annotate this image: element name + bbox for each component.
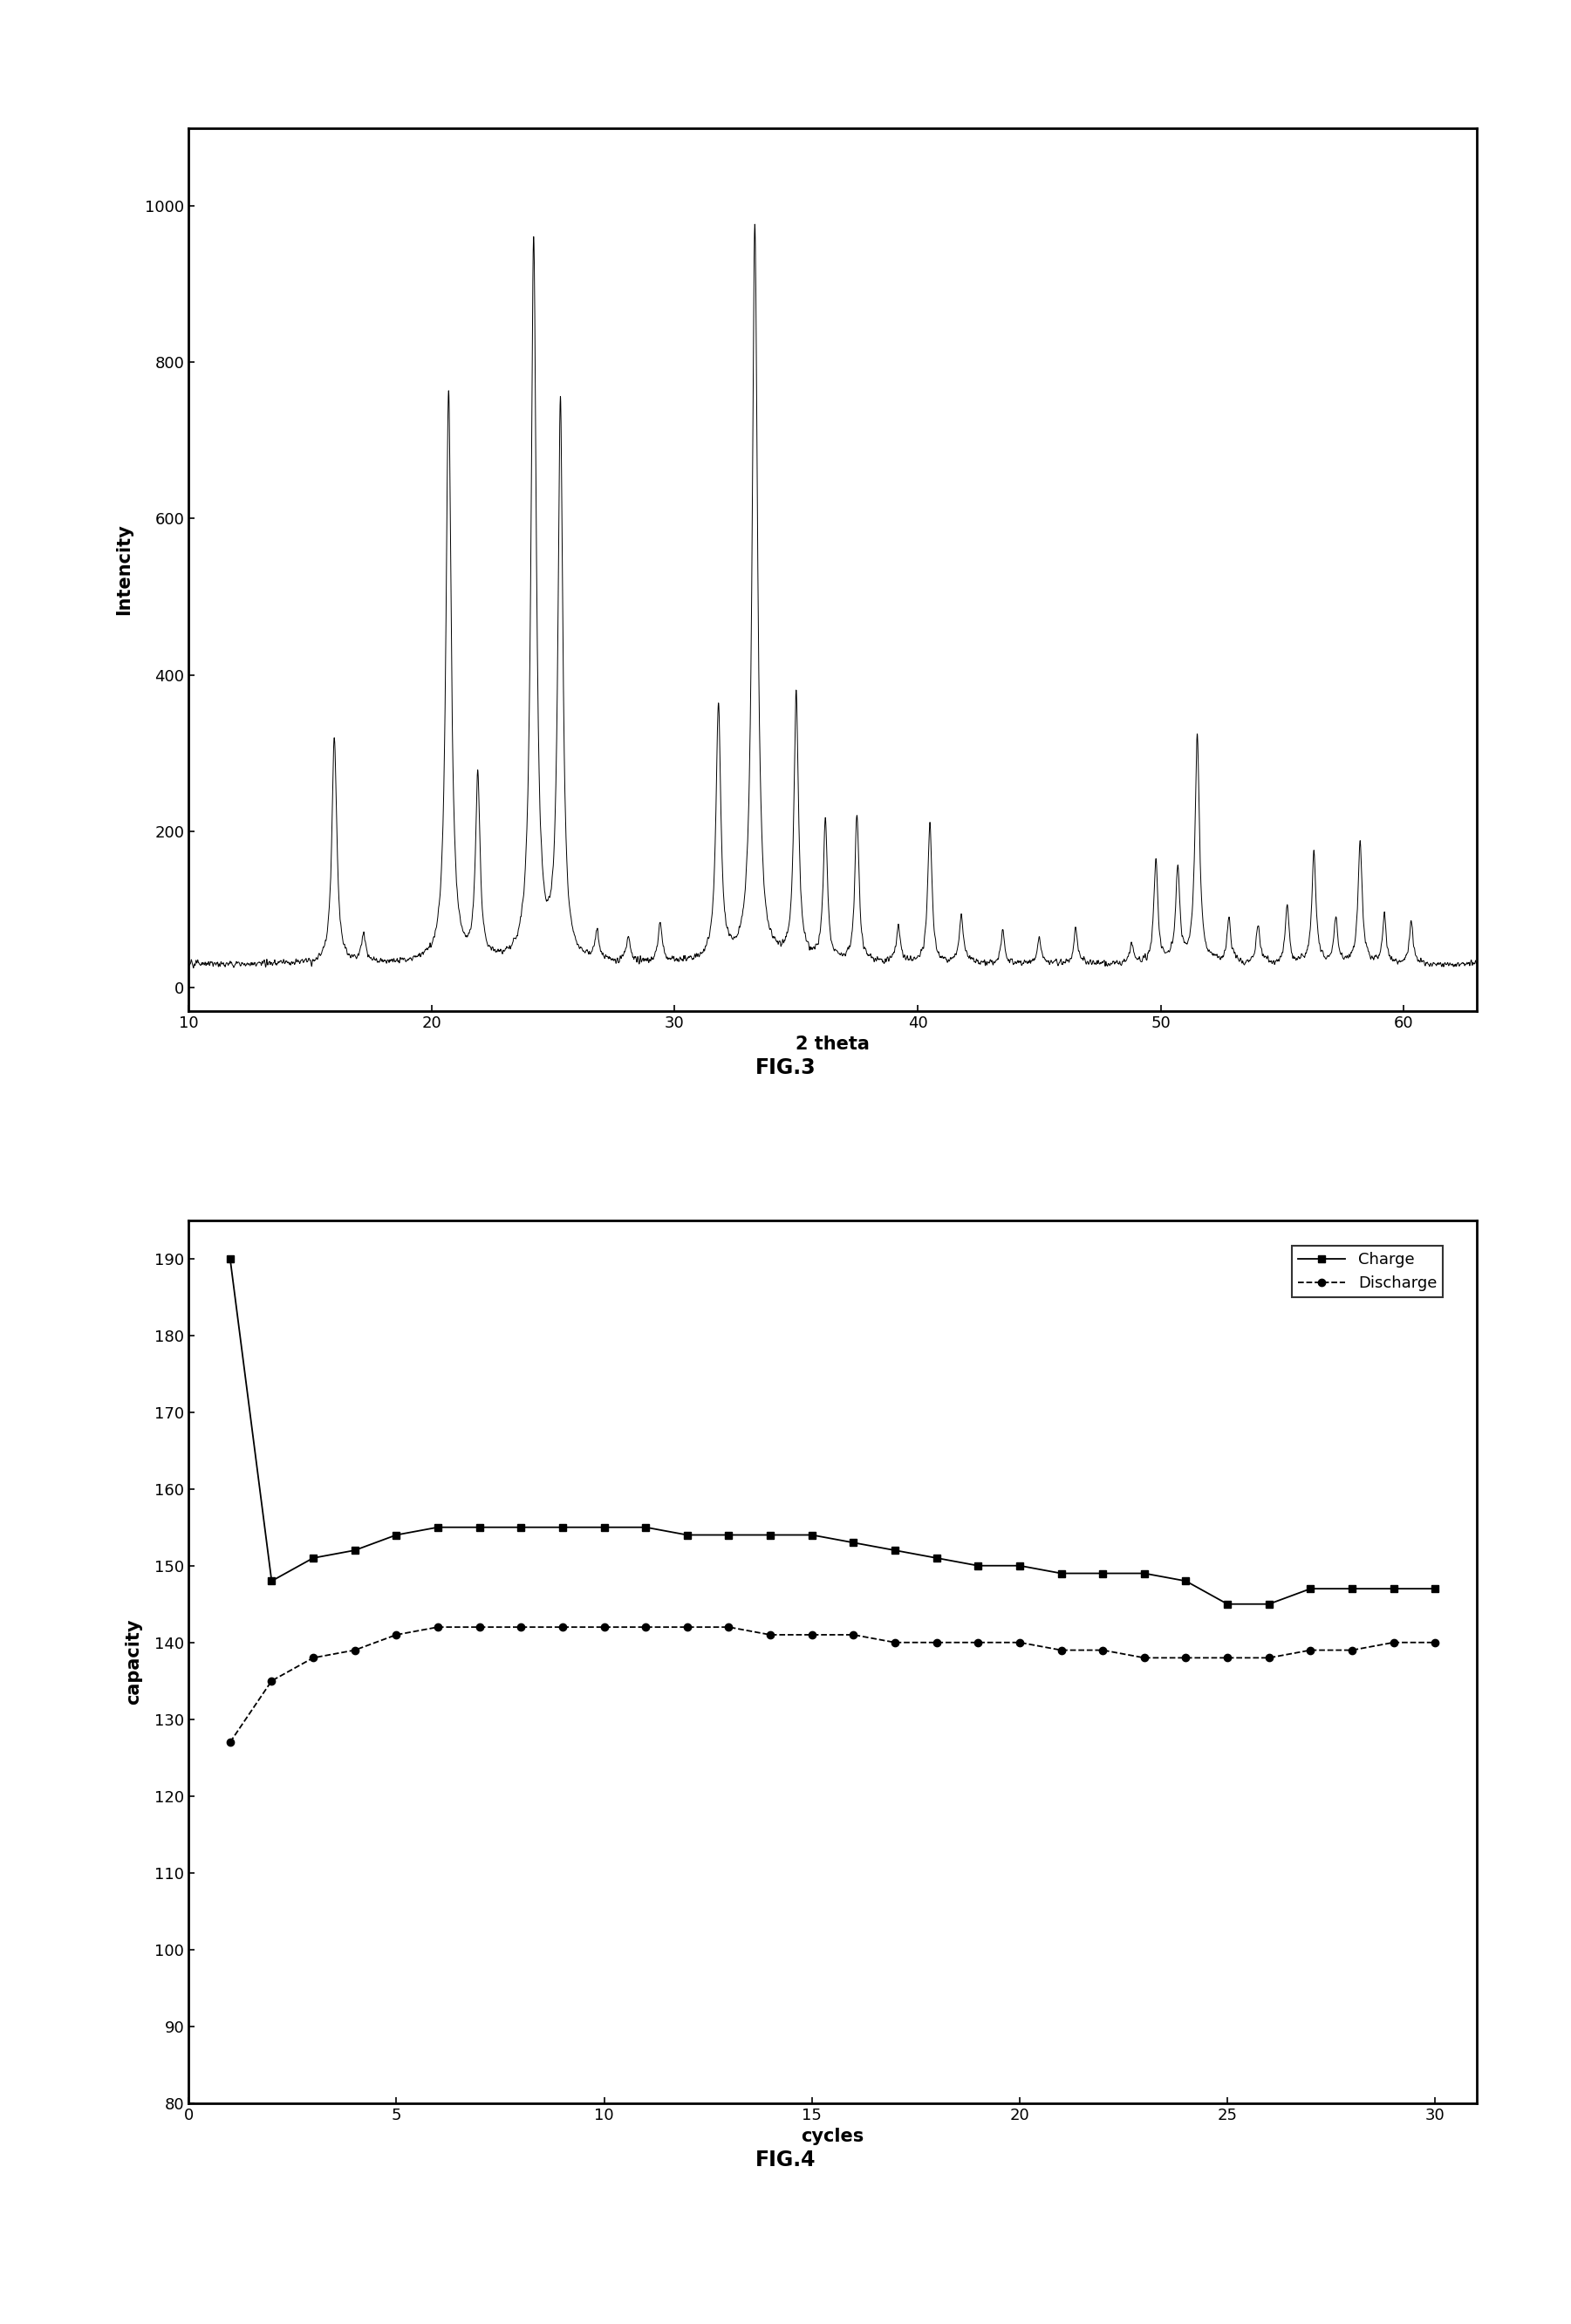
Discharge	[386, 1620, 405, 1648]
Charge	[1093, 1559, 1112, 1587]
Charge	[386, 1520, 405, 1548]
Y-axis label: Intencity: Intencity	[115, 523, 134, 616]
Discharge	[346, 1636, 364, 1664]
Charge	[927, 1543, 946, 1571]
Discharge	[553, 1613, 572, 1641]
Discharge	[303, 1643, 322, 1671]
Charge	[220, 1246, 239, 1274]
Charge	[595, 1513, 614, 1541]
Y-axis label: capacity: capacity	[126, 1620, 143, 1703]
Discharge	[595, 1613, 614, 1641]
Discharge	[969, 1629, 988, 1657]
Discharge	[220, 1729, 239, 1757]
Discharge	[262, 1666, 281, 1694]
Discharge	[803, 1620, 822, 1648]
Charge	[760, 1520, 779, 1548]
Charge	[1384, 1576, 1403, 1604]
Discharge	[1134, 1643, 1153, 1671]
Discharge	[1051, 1636, 1070, 1664]
Charge	[1218, 1590, 1236, 1618]
Line: Discharge: Discharge	[226, 1624, 1439, 1745]
Discharge	[1343, 1636, 1362, 1664]
Charge	[969, 1552, 988, 1580]
Discharge	[1093, 1636, 1112, 1664]
Charge	[429, 1513, 448, 1541]
Text: FIG.4: FIG.4	[756, 2150, 815, 2171]
Charge	[1010, 1552, 1029, 1580]
X-axis label: 2 theta: 2 theta	[795, 1037, 870, 1053]
Charge	[303, 1543, 322, 1571]
Discharge	[677, 1613, 696, 1641]
Charge	[803, 1520, 822, 1548]
Charge	[1177, 1566, 1196, 1594]
Charge	[553, 1513, 572, 1541]
Discharge	[1010, 1629, 1029, 1657]
Charge	[1343, 1576, 1362, 1604]
Discharge	[512, 1613, 531, 1641]
Charge	[886, 1536, 905, 1564]
Discharge	[844, 1620, 862, 1648]
Discharge	[1426, 1629, 1445, 1657]
Discharge	[927, 1629, 946, 1657]
Discharge	[1218, 1643, 1236, 1671]
Charge	[844, 1529, 862, 1557]
Legend: Charge, Discharge: Charge, Discharge	[1291, 1246, 1444, 1297]
Charge	[636, 1513, 655, 1541]
Charge	[470, 1513, 489, 1541]
Charge	[346, 1536, 364, 1564]
Charge	[1051, 1559, 1070, 1587]
Discharge	[1177, 1643, 1196, 1671]
Line: Charge: Charge	[226, 1255, 1439, 1608]
Charge	[262, 1566, 281, 1594]
X-axis label: cycles: cycles	[801, 2129, 864, 2145]
Discharge	[1260, 1643, 1279, 1671]
Discharge	[1301, 1636, 1320, 1664]
Discharge	[1384, 1629, 1403, 1657]
Text: FIG.3: FIG.3	[756, 1057, 815, 1078]
Discharge	[470, 1613, 489, 1641]
Charge	[677, 1520, 696, 1548]
Charge	[512, 1513, 531, 1541]
Charge	[1301, 1576, 1320, 1604]
Charge	[1134, 1559, 1153, 1587]
Discharge	[886, 1629, 905, 1657]
Charge	[1260, 1590, 1279, 1618]
Charge	[720, 1520, 738, 1548]
Discharge	[636, 1613, 655, 1641]
Discharge	[720, 1613, 738, 1641]
Charge	[1426, 1576, 1445, 1604]
Discharge	[760, 1620, 779, 1648]
Discharge	[429, 1613, 448, 1641]
